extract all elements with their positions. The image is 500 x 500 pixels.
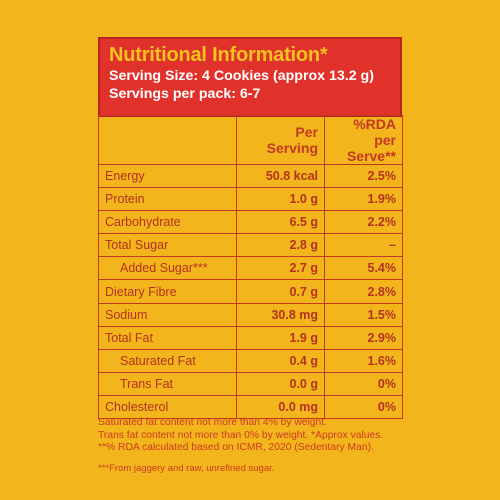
table-row: Added Sugar*** 2.7 g 5.4%: [98, 256, 403, 281]
footnote-sugar-source: ***From jaggery and raw, unrefined sugar…: [98, 462, 275, 474]
table-row: Total Sugar 2.8 g –: [98, 233, 403, 258]
per-serving-value: 2.7 g: [236, 256, 325, 281]
per-serving-value: 1.0 g: [236, 187, 325, 212]
nutrient-name: Added Sugar***: [98, 256, 237, 281]
table-row: Total Fat 1.9 g 2.9%: [98, 325, 403, 350]
rda-value: 5.4%: [324, 256, 403, 281]
per-serving-value: 30.8 mg: [236, 302, 325, 327]
table-row: Cholesterol 0.0 mg 0%: [98, 394, 403, 420]
footnote-saturated-fat: Saturated fat content not more than 4% b…: [98, 417, 327, 428]
rda-value: 2.2%: [324, 210, 403, 235]
per-serving-value: 2.8 g: [236, 233, 325, 258]
nutrient-name: Trans Fat: [98, 371, 237, 396]
footnotes: Saturated fat content not more than 4% b…: [98, 417, 408, 475]
rda-value: 2.8%: [324, 279, 403, 304]
rda-value: 2.5%: [324, 163, 403, 189]
table-row: Carbohydrate 6.5 g 2.2%: [98, 210, 403, 235]
table-row: Saturated Fat 0.4 g 1.6%: [98, 348, 403, 373]
nutrient-name: Total Fat: [98, 325, 237, 350]
nutrition-header: Nutritional Information* Serving Size: 4…: [98, 37, 402, 117]
per-serving-value: 0.4 g: [236, 348, 325, 373]
rda-value: 1.5%: [324, 302, 403, 327]
rda-value: 1.6%: [324, 348, 403, 373]
per-serving-value: 0.7 g: [236, 279, 325, 304]
rda-value: 2.9%: [324, 325, 403, 350]
table-row: Sodium 30.8 mg 1.5%: [98, 302, 403, 327]
footnote-rda: **% RDA calculated based on ICMR, 2020 (…: [98, 442, 374, 454]
per-serving-value: 1.9 g: [236, 325, 325, 350]
table-row: Protein 1.0 g 1.9%: [98, 187, 403, 212]
per-serving-value: 6.5 g: [236, 210, 325, 235]
rda-value: 0%: [324, 371, 403, 396]
rda-header: %RDA per Serve**: [324, 115, 403, 165]
per-serving-value: 50.8 kcal: [236, 163, 325, 189]
nutrition-title: Nutritional Information*: [109, 44, 328, 66]
nutrient-name: Energy: [98, 163, 237, 189]
nutrient-name: Cholesterol: [98, 394, 237, 420]
rda-value: 1.9%: [324, 187, 403, 212]
table-row: Trans Fat 0.0 g 0%: [98, 371, 403, 396]
nutrient-name: Protein: [98, 187, 237, 212]
nutrition-table: Per Serving %RDA per Serve** Energy 50.8…: [98, 115, 403, 420]
nutrient-name: Saturated Fat: [98, 348, 237, 373]
table-row: Dietary Fibre 0.7 g 2.8%: [98, 279, 403, 304]
nutrient-name: Total Sugar: [98, 233, 237, 258]
per-serving-header: Per Serving: [236, 115, 325, 165]
table-row: Energy 50.8 kcal 2.5%: [98, 163, 403, 189]
rda-value: –: [324, 233, 403, 258]
per-serving-value: 0.0 mg: [236, 394, 325, 420]
table-header-row: Per Serving %RDA per Serve**: [98, 115, 403, 165]
rda-value: 0%: [324, 394, 403, 420]
nutrient-name: Dietary Fibre: [98, 279, 237, 304]
serving-size: Serving Size: 4 Cookies (approx 13.2 g): [109, 68, 374, 84]
nutrient-column-header: [98, 115, 237, 165]
footnote-trans-fat: Trans fat content not more than 0% by we…: [98, 429, 384, 441]
per-serving-value: 0.0 g: [236, 371, 325, 396]
servings-per-pack: Servings per pack: 6-7: [109, 86, 261, 102]
nutrient-name: Sodium: [98, 302, 237, 327]
nutrient-name: Carbohydrate: [98, 210, 237, 235]
